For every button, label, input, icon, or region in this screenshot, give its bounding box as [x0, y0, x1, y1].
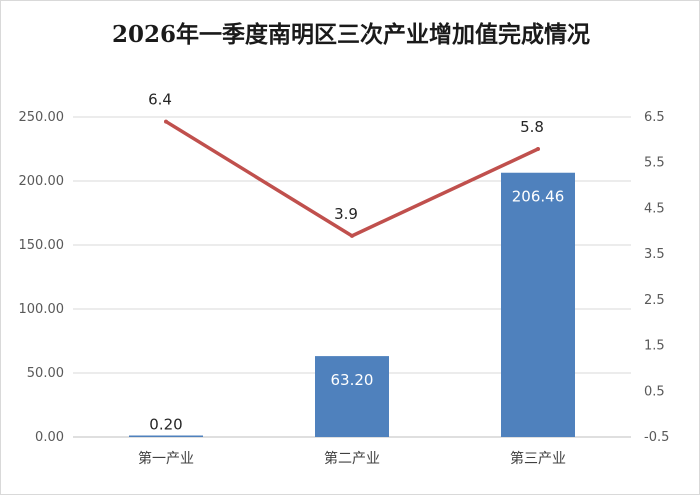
chart-title: 2026年一季度南明区三次产业增加值完成情况: [111, 21, 590, 48]
line-value-label: 6.4: [148, 91, 172, 109]
line-point: [164, 119, 168, 124]
bar-value-label: 206.46: [512, 188, 565, 206]
bar-series: 0.20 63.20 206.46: [129, 172, 575, 437]
left-axis-ticks: 0.00 50.00 100.00 150.00 200.00 250.00: [19, 110, 65, 445]
right-tick-label: 6.5: [644, 110, 665, 125]
right-tick-label: 5.5: [644, 156, 665, 171]
left-tick-label: 250.00: [19, 110, 65, 125]
right-tick-label: 4.5: [644, 201, 665, 216]
category-labels: 第一产业 第二产业 第三产业: [138, 450, 566, 467]
category-label: 第二产业: [324, 450, 380, 467]
left-tick-label: 0.00: [35, 430, 64, 445]
line-value-label: 5.8: [520, 118, 544, 136]
right-tick-label: 2.5: [644, 293, 665, 308]
line-series: 6.4 3.9 5.8: [148, 91, 544, 238]
line-value-label: 3.9: [334, 205, 358, 223]
bar: [501, 172, 575, 437]
bar: [315, 356, 389, 437]
right-tick-label: 3.5: [644, 247, 665, 262]
category-label: 第一产业: [138, 450, 194, 467]
bar-value-label: 63.20: [331, 371, 374, 389]
left-tick-label: 200.00: [19, 174, 65, 189]
line-point: [350, 233, 354, 238]
bar: [129, 435, 203, 437]
left-tick-label: 100.00: [19, 302, 65, 317]
left-tick-label: 50.00: [27, 366, 64, 381]
left-tick-label: 150.00: [19, 238, 65, 253]
line-point: [536, 147, 540, 151]
category-label: 第三产业: [510, 450, 566, 467]
bar-value-label: 0.20: [149, 416, 182, 434]
right-tick-label: 1.5: [644, 339, 665, 354]
right-tick-label: 0.5: [644, 384, 665, 399]
right-axis-ticks: -0.5 0.5 1.5 2.5 3.5 4.5 5.5 6.5: [644, 110, 669, 445]
right-tick-label: -0.5: [644, 430, 669, 445]
